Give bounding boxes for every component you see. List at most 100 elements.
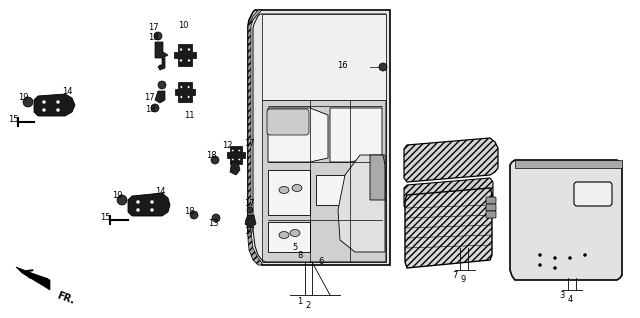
Circle shape [179, 59, 182, 62]
Polygon shape [330, 108, 382, 162]
Polygon shape [510, 160, 622, 280]
Text: 9: 9 [460, 275, 466, 285]
FancyBboxPatch shape [267, 109, 309, 135]
Circle shape [150, 200, 154, 204]
FancyBboxPatch shape [486, 211, 496, 218]
Circle shape [379, 63, 387, 71]
Polygon shape [405, 188, 492, 268]
Text: FR.: FR. [55, 290, 76, 306]
Circle shape [23, 97, 33, 107]
Circle shape [158, 81, 166, 89]
Polygon shape [370, 155, 385, 200]
Circle shape [42, 108, 46, 112]
Text: 10: 10 [178, 20, 189, 30]
Text: 15: 15 [100, 213, 111, 223]
Ellipse shape [279, 232, 289, 238]
Circle shape [211, 156, 219, 164]
Text: 18: 18 [145, 106, 156, 114]
Polygon shape [16, 267, 50, 290]
Polygon shape [34, 94, 75, 116]
FancyBboxPatch shape [574, 182, 612, 206]
Circle shape [212, 214, 220, 222]
Ellipse shape [290, 230, 300, 237]
Text: 19: 19 [112, 191, 122, 201]
Polygon shape [404, 138, 498, 182]
FancyBboxPatch shape [486, 204, 496, 211]
Polygon shape [515, 160, 622, 168]
Text: 17: 17 [148, 24, 159, 32]
Text: 15: 15 [8, 115, 19, 125]
Circle shape [136, 208, 140, 212]
Polygon shape [230, 162, 240, 175]
Polygon shape [158, 58, 165, 70]
Circle shape [150, 208, 154, 212]
Text: 7: 7 [452, 272, 458, 280]
Polygon shape [245, 215, 256, 228]
Polygon shape [174, 44, 196, 66]
Text: 3: 3 [559, 292, 564, 301]
Polygon shape [262, 14, 386, 100]
Text: 12: 12 [222, 142, 232, 150]
Text: 18: 18 [184, 206, 195, 216]
Circle shape [188, 48, 191, 51]
Circle shape [187, 86, 190, 88]
Text: 14: 14 [155, 188, 166, 197]
Circle shape [136, 200, 140, 204]
Polygon shape [128, 193, 170, 216]
Polygon shape [262, 100, 386, 262]
Circle shape [179, 48, 182, 51]
Text: 6: 6 [318, 258, 323, 266]
Text: 4: 4 [568, 295, 573, 305]
Circle shape [154, 32, 162, 40]
Circle shape [187, 96, 190, 98]
Text: 17: 17 [145, 93, 155, 102]
Circle shape [247, 207, 253, 213]
Circle shape [151, 104, 159, 112]
Text: 8: 8 [298, 251, 303, 259]
Circle shape [554, 266, 557, 269]
Text: 5: 5 [292, 244, 298, 252]
Circle shape [238, 149, 241, 152]
Text: 17: 17 [244, 199, 255, 209]
Polygon shape [227, 146, 245, 164]
Circle shape [180, 86, 183, 88]
Circle shape [190, 211, 198, 219]
Polygon shape [248, 232, 262, 265]
Text: 18: 18 [148, 33, 159, 43]
Text: 1: 1 [298, 298, 303, 307]
Text: 17: 17 [244, 227, 255, 237]
Polygon shape [268, 108, 328, 162]
Ellipse shape [292, 184, 302, 191]
Polygon shape [155, 42, 168, 58]
Circle shape [568, 257, 572, 259]
Polygon shape [338, 155, 385, 252]
Polygon shape [248, 10, 390, 265]
Text: 17: 17 [244, 139, 255, 148]
Polygon shape [316, 175, 355, 205]
Circle shape [538, 253, 541, 257]
Text: 11: 11 [184, 110, 195, 120]
Text: 18: 18 [206, 151, 216, 161]
Polygon shape [268, 170, 310, 215]
Polygon shape [268, 222, 310, 252]
Text: 14: 14 [62, 87, 72, 96]
Circle shape [554, 257, 557, 259]
Polygon shape [155, 91, 165, 103]
Text: 19: 19 [18, 93, 29, 101]
Circle shape [188, 59, 191, 62]
Circle shape [117, 195, 127, 205]
Ellipse shape [279, 186, 289, 193]
FancyBboxPatch shape [486, 197, 496, 204]
Text: 13: 13 [208, 219, 219, 229]
Circle shape [238, 158, 241, 161]
Polygon shape [175, 82, 195, 102]
Circle shape [232, 158, 234, 161]
Text: 2: 2 [305, 301, 310, 309]
Circle shape [56, 108, 60, 112]
Circle shape [180, 96, 183, 98]
Circle shape [232, 149, 234, 152]
Polygon shape [404, 178, 493, 210]
Text: 16: 16 [337, 60, 348, 70]
Circle shape [538, 264, 541, 266]
Polygon shape [248, 10, 262, 232]
